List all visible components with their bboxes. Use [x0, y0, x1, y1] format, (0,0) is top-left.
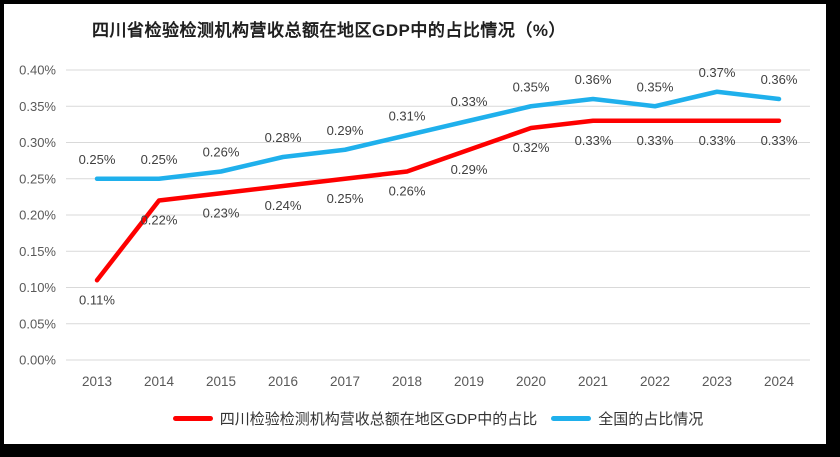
y-axis-tick-label: 0.20% [19, 208, 56, 223]
data-label-series-1: 0.26% [203, 145, 240, 160]
data-label-series-0: 0.22% [141, 213, 178, 228]
data-label-series-1: 0.35% [513, 79, 550, 94]
series-line-1[interactable] [94, 89, 782, 181]
x-axis-tick-label: 2014 [144, 374, 175, 389]
x-axis-tick-label: 2020 [516, 374, 546, 389]
chart-legend: 四川检验检测机构营收总额在地区GDP中的占比 全国的占比情况 [66, 408, 810, 429]
x-axis-tick-label: 2017 [330, 374, 360, 389]
chart-canvas: 四川省检验检测机构营收总额在地区GDP中的占比情况（%） 0.00% 0.05% 0… [4, 4, 826, 444]
x-axis-tick-label: 2019 [454, 374, 484, 389]
data-label-series-0: 0.29% [451, 162, 488, 177]
x-axis-tick-label: 2023 [702, 374, 732, 389]
data-label-series-1: 0.36% [761, 72, 798, 87]
data-label-series-0: 0.33% [761, 133, 798, 148]
y-axis-tick-label: 0.10% [19, 280, 56, 295]
data-label-series-0: 0.33% [699, 133, 736, 148]
data-label-series-0: 0.24% [265, 198, 302, 213]
data-label-series-1: 0.25% [141, 152, 178, 167]
series-line-0[interactable] [94, 118, 782, 283]
legend-item-sichuan[interactable]: 四川检验检测机构营收总额在地区GDP中的占比 [172, 408, 538, 429]
x-axis-tick-label: 2016 [268, 374, 298, 389]
y-axis-tick-label: 0.35% [19, 99, 56, 114]
data-label-series-0: 0.23% [203, 205, 240, 220]
x-axis-tick-label: 2018 [392, 374, 422, 389]
legend-label-sichuan: 四川检验检测机构营收总额在地区GDP中的占比 [219, 411, 538, 428]
data-label-series-0: 0.33% [637, 133, 674, 148]
data-label-series-0: 0.25% [327, 191, 364, 206]
x-axis-tick-label: 2013 [82, 374, 112, 389]
y-axis-tick-label: 0.25% [19, 171, 56, 186]
data-label-series-1: 0.29% [327, 123, 364, 138]
legend-line-swatch-blue [551, 416, 592, 421]
chart-title: 四川省检验检测机构营收总额在地区GDP中的占比情况（%） [92, 21, 566, 40]
data-label-series-1: 0.37% [699, 65, 736, 80]
data-label-series-0: 0.11% [79, 292, 115, 307]
x-axis-tick-label: 2015 [206, 374, 236, 389]
data-label-series-1: 0.33% [451, 94, 488, 109]
chart-svg: 0.00% 0.05% 0.10% 0.15% 0.20% 0.25% 0.30% 0.35%… [19, 63, 810, 389]
y-axis-tick-label: 0.15% [19, 244, 56, 259]
data-label-series-1: 0.35% [637, 79, 674, 94]
x-axis-tick-label: 2022 [640, 374, 670, 389]
y-axis-tick-label: 0.40% [19, 63, 56, 78]
data-label-series-1: 0.25% [79, 152, 116, 167]
x-axis-tick-label: 2024 [764, 374, 795, 389]
x-axis-tick-label: 2021 [578, 374, 608, 389]
data-label-series-1: 0.28% [265, 130, 302, 145]
data-label-series-0: 0.26% [389, 184, 426, 199]
data-label-series-0: 0.32% [513, 140, 550, 155]
y-axis-tick-label: 0.05% [19, 316, 56, 331]
legend-item-national[interactable]: 全国的占比情况 [551, 408, 703, 429]
legend-line-swatch-red [172, 416, 213, 421]
data-label-series-0: 0.33% [575, 133, 612, 148]
data-label-series-1: 0.31% [389, 108, 426, 123]
legend-label-national: 全国的占比情况 [598, 411, 704, 428]
data-label-series-1: 0.36% [575, 72, 612, 87]
y-axis-tick-label: 0.30% [19, 135, 56, 150]
y-axis-tick-label: 0.00% [19, 353, 56, 368]
